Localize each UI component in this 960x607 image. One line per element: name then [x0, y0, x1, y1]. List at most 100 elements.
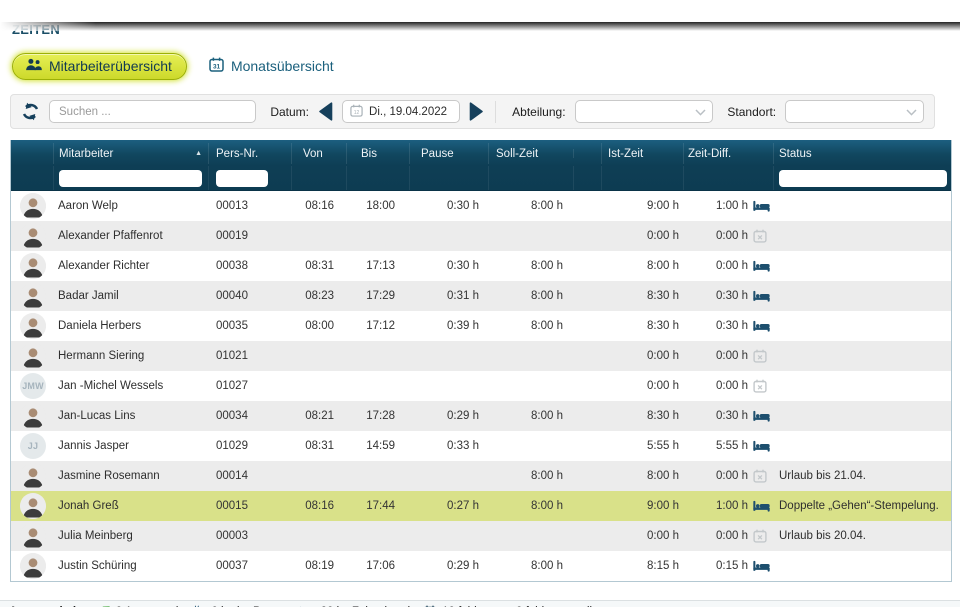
table-row[interactable]: Alexander Pfaffenrot000190:00 h0:00 h: [11, 221, 951, 251]
employee-times-table: Mitarbeiter ▲ Pers-Nr. Von Bis Pause Sol…: [10, 140, 952, 582]
table-row[interactable]: Julia Meinberg000030:00 h0:00 hUrlaub bi…: [11, 521, 951, 551]
table-row[interactable]: Aaron Welp0001308:1618:000:30 h8:00 h9:0…: [11, 191, 951, 221]
date-label: Datum:: [270, 105, 309, 119]
avatar-cell: [11, 553, 53, 579]
column-header-pers-nr[interactable]: Pers-Nr.: [208, 147, 291, 160]
tab-mitarbeiteruebersicht[interactable]: Mitarbeiterübersicht: [12, 53, 187, 80]
zeit-diff-cell: 0:00 h: [683, 469, 773, 483]
avatar: [20, 223, 46, 249]
previous-day-arrow-icon[interactable]: [318, 102, 333, 121]
pause-duration: 0:30 h: [409, 260, 488, 272]
pers-nr: 00013: [208, 200, 291, 212]
refresh-button[interactable]: [21, 102, 40, 121]
filter-input-mitarbeiter[interactable]: [59, 170, 202, 187]
pers-nr: 00037: [208, 560, 291, 572]
sort-asc-icon: ▲: [195, 150, 202, 157]
column-header-status[interactable]: Status: [773, 147, 951, 160]
chevron-down-icon: [695, 103, 706, 121]
bis-time: 17:12: [346, 320, 409, 332]
table-row[interactable]: JMWJan -Michel Wessels010270:00 h0:00 h: [11, 371, 951, 401]
von-time: 08:21: [291, 410, 346, 422]
avatar: [20, 193, 46, 219]
avatar: [20, 343, 46, 369]
bis-time: 17:44: [346, 500, 409, 512]
avatar-cell: [11, 523, 53, 549]
table-row[interactable]: Jan-Lucas Lins0003408:2117:280:29 h8:00 …: [11, 401, 951, 431]
table-row[interactable]: Jonah Greß0001508:1617:440:27 h8:00 h9:0…: [11, 491, 951, 521]
employee-name: Julia Meinberg: [53, 530, 208, 542]
feierabend-bed-icon: [753, 560, 771, 572]
pers-nr: 01021: [208, 350, 291, 362]
table-row[interactable]: Justin Schüring0003708:1917:060:29 h8:00…: [11, 551, 951, 581]
table-row[interactable]: Daniela Herbers0003508:0017:120:39 h8:00…: [11, 311, 951, 341]
avatar-cell: [11, 493, 53, 519]
filter-input-pers-nr[interactable]: [216, 170, 268, 187]
soll-zeit: 8:00 h: [488, 320, 573, 332]
tab-monatsuebersicht[interactable]: 31 Monatsübersicht: [207, 53, 336, 79]
column-header-soll-zeit[interactable]: Soll-Zeit: [488, 147, 573, 160]
zeit-diff-value: 0:15 h: [716, 560, 748, 572]
soll-zeit: 8:00 h: [488, 410, 573, 422]
employee-name: Jonah Greß: [53, 500, 208, 512]
date-picker-field[interactable]: 12 Di., 19.04.2022: [342, 100, 460, 123]
pers-nr: 01029: [208, 440, 291, 452]
zeit-diff-value: 0:00 h: [716, 350, 748, 362]
employee-name: Alexander Pfaffenrot: [53, 230, 208, 242]
department-label: Abteilung:: [512, 105, 565, 119]
employee-name: Jannis Jasper: [53, 440, 208, 452]
zeit-diff-value: 0:00 h: [716, 380, 748, 392]
avatar-cell: JMW: [11, 373, 53, 399]
avatar: JJ: [20, 433, 46, 459]
column-header-pause[interactable]: Pause: [409, 147, 488, 160]
page-title: ZEITEN: [12, 22, 960, 37]
von-time: 08:23: [291, 290, 346, 302]
absent-calendar-icon: [753, 469, 771, 483]
column-header-mitarbeiter[interactable]: Mitarbeiter ▲: [53, 147, 208, 160]
feierabend-bed-icon: [753, 290, 771, 302]
avatar: [20, 523, 46, 549]
column-header-bis[interactable]: Bis: [346, 147, 409, 160]
status-text: Urlaub bis 21.04.: [773, 470, 951, 482]
table-row[interactable]: Alexander Richter0003808:3117:130:30 h8:…: [11, 251, 951, 281]
employee-name: Jasmine Rosemann: [53, 470, 208, 482]
column-header-von[interactable]: Von: [291, 147, 346, 160]
zeit-diff-cell: 0:00 h: [683, 229, 773, 243]
avatar-cell: [11, 463, 53, 489]
attendance-legend: Anwesenheit: 0 Anwesend0 in der Pause20 …: [0, 600, 960, 607]
filter-input-status[interactable]: [779, 170, 947, 187]
feierabend-bed-icon: [753, 200, 771, 212]
feierabend-bed-icon: [753, 410, 771, 422]
zeit-diff-value: 0:30 h: [716, 410, 748, 422]
table-row[interactable]: JJJannis Jasper0102908:3114:590:33 h5:55…: [11, 431, 951, 461]
von-time: 08:00: [291, 320, 346, 332]
avatar: [20, 313, 46, 339]
location-select[interactable]: [785, 100, 924, 123]
table-row[interactable]: Hermann Siering010210:00 h0:00 h: [11, 341, 951, 371]
ist-zeit: 0:00 h: [601, 350, 683, 362]
employee-name: Jan -Michel Wessels: [53, 380, 208, 392]
zeit-diff-cell: 0:00 h: [683, 529, 773, 543]
column-header-zeit-diff[interactable]: Zeit-Diff.: [683, 147, 773, 160]
table-row[interactable]: Jasmine Rosemann000148:00 h8:00 h0:00 hU…: [11, 461, 951, 491]
zeit-diff-cell: 0:00 h: [683, 349, 773, 363]
von-time: 08:31: [291, 260, 346, 272]
soll-zeit: 8:00 h: [488, 260, 573, 272]
department-select[interactable]: [575, 100, 714, 123]
pause-duration: 0:30 h: [409, 200, 488, 212]
table-row[interactable]: Badar Jamil0004008:2317:290:31 h8:00 h8:…: [11, 281, 951, 311]
column-header-ist-zeit[interactable]: Ist-Zeit: [601, 147, 683, 160]
zeit-diff-cell: 0:00 h: [683, 260, 773, 272]
zeit-diff-cell: 0:30 h: [683, 290, 773, 302]
ist-zeit: 5:55 h: [601, 440, 683, 452]
search-input[interactable]: [49, 100, 256, 123]
ist-zeit: 0:00 h: [601, 230, 683, 242]
zeit-diff-cell: 0:00 h: [683, 379, 773, 393]
pause-duration: 0:33 h: [409, 440, 488, 452]
feierabend-bed-icon: [753, 320, 771, 332]
employee-name: Badar Jamil: [53, 290, 208, 302]
ist-zeit: 9:00 h: [601, 200, 683, 212]
zeit-diff-cell: 5:55 h: [683, 440, 773, 452]
avatar: [20, 253, 46, 279]
zeit-diff-value: 1:00 h: [716, 500, 748, 512]
next-day-arrow-icon[interactable]: [469, 102, 484, 121]
